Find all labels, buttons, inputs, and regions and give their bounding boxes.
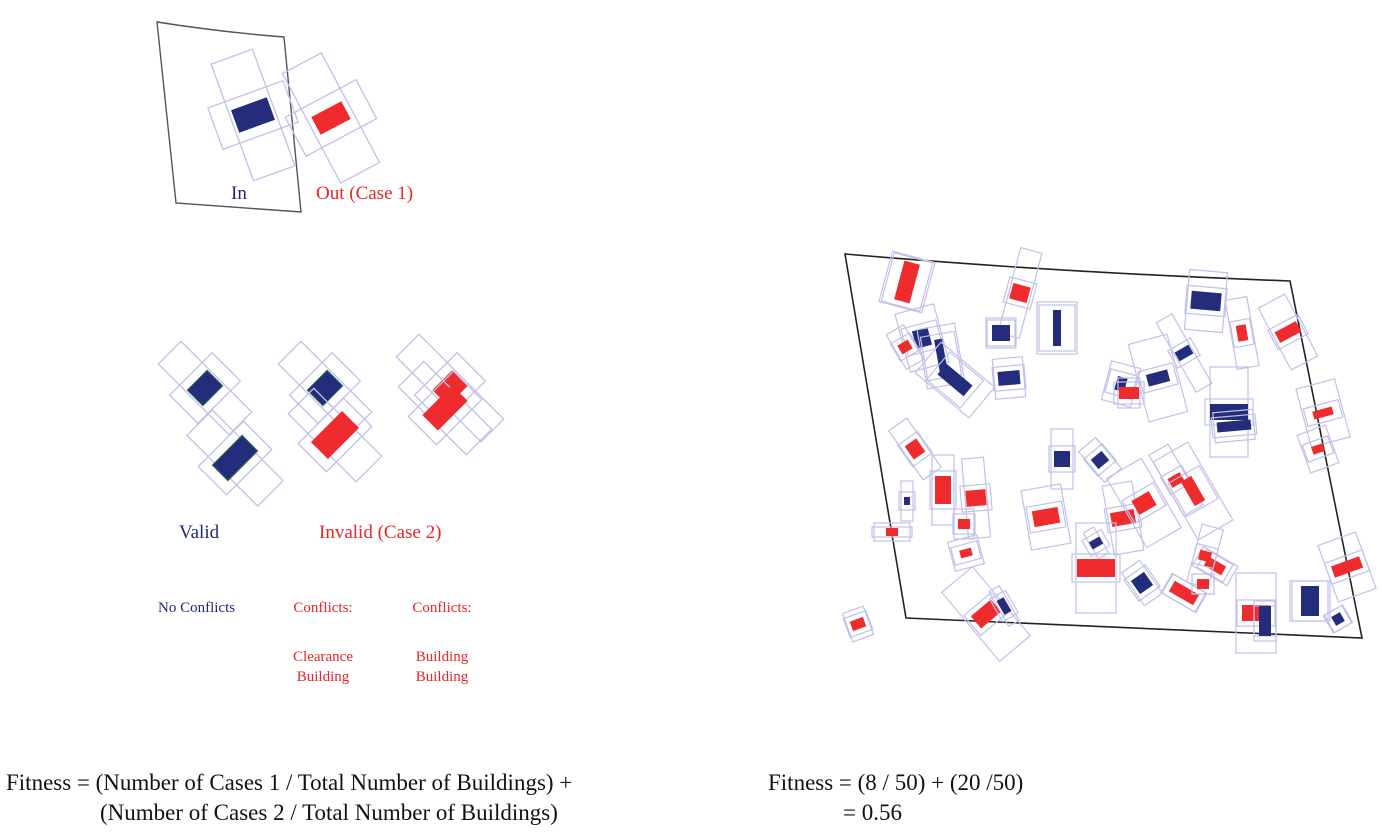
site-building (1101, 480, 1145, 556)
site-building (1120, 559, 1164, 607)
example-formula-line2: = 0.56 (843, 800, 902, 825)
conflicts-b-line2: Building (415, 669, 469, 685)
in-label: In (231, 183, 247, 204)
site-building (1210, 408, 1258, 444)
site-building (914, 341, 996, 419)
site-building (898, 480, 916, 522)
site-building (1071, 522, 1121, 614)
site-building (1257, 293, 1319, 371)
site-building (1081, 526, 1111, 560)
site-building (1113, 377, 1145, 409)
site-buildings (841, 246, 1377, 663)
site-boundary-small (156, 21, 302, 213)
site-building (946, 533, 986, 573)
invalid-building-building-2 (397, 360, 493, 456)
valid-building-2 (185, 408, 285, 508)
site-boundary-large (844, 253, 1363, 639)
site-building (1077, 436, 1123, 484)
site-building (841, 605, 875, 643)
site-building (952, 508, 976, 540)
site-building (1105, 457, 1183, 549)
conflicts-a-line1: Clearance (293, 649, 353, 665)
site-building (1322, 604, 1354, 634)
site-building (1191, 573, 1215, 595)
conflicts-b-line1: Building (415, 649, 469, 665)
site-building (959, 456, 993, 540)
site-building (1289, 580, 1331, 622)
conflicts-b-title: Conflicts: (412, 600, 472, 616)
site-building (985, 317, 1017, 349)
valid-label: Valid (179, 522, 220, 543)
site-building (1296, 424, 1340, 474)
site-building (878, 250, 936, 314)
site-building (885, 323, 925, 371)
site-building (1127, 333, 1189, 423)
example-formula-line1: Fitness = (8 / 50) + (20 /50) (768, 770, 1024, 795)
site-building (1295, 378, 1351, 448)
site-building (1224, 295, 1260, 371)
site-building (871, 522, 913, 542)
building-out-example (265, 43, 397, 193)
site-building (1152, 441, 1234, 541)
site-building (1048, 428, 1076, 490)
conflicts-a-line2: Building (296, 669, 350, 685)
no-conflicts-label: No Conflicts (158, 600, 236, 616)
general-formula-line1: Fitness = (Number of Cases 1 / Total Num… (6, 770, 573, 795)
conflicts-a-title: Conflicts: (293, 600, 353, 616)
site-building (1036, 301, 1078, 355)
site-building (1204, 366, 1254, 458)
invalid-clearance-building-2 (287, 387, 383, 483)
general-formula-line2: (Number of Cases 2 / Total Number of Bui… (100, 800, 558, 825)
invalid-clearance-building-1 (277, 340, 373, 436)
building-in-example (193, 42, 313, 188)
site-building (1317, 531, 1377, 603)
site-building (1020, 483, 1072, 551)
site-building (929, 454, 957, 526)
site-building (987, 584, 1021, 628)
invalid-case2-label: Invalid (Case 2) (319, 522, 442, 543)
site-building (991, 356, 1027, 400)
site-building (1253, 600, 1277, 642)
out-case1-label: Out (Case 1) (316, 183, 414, 204)
valid-building-1 (157, 340, 253, 436)
site-building (1155, 313, 1213, 393)
